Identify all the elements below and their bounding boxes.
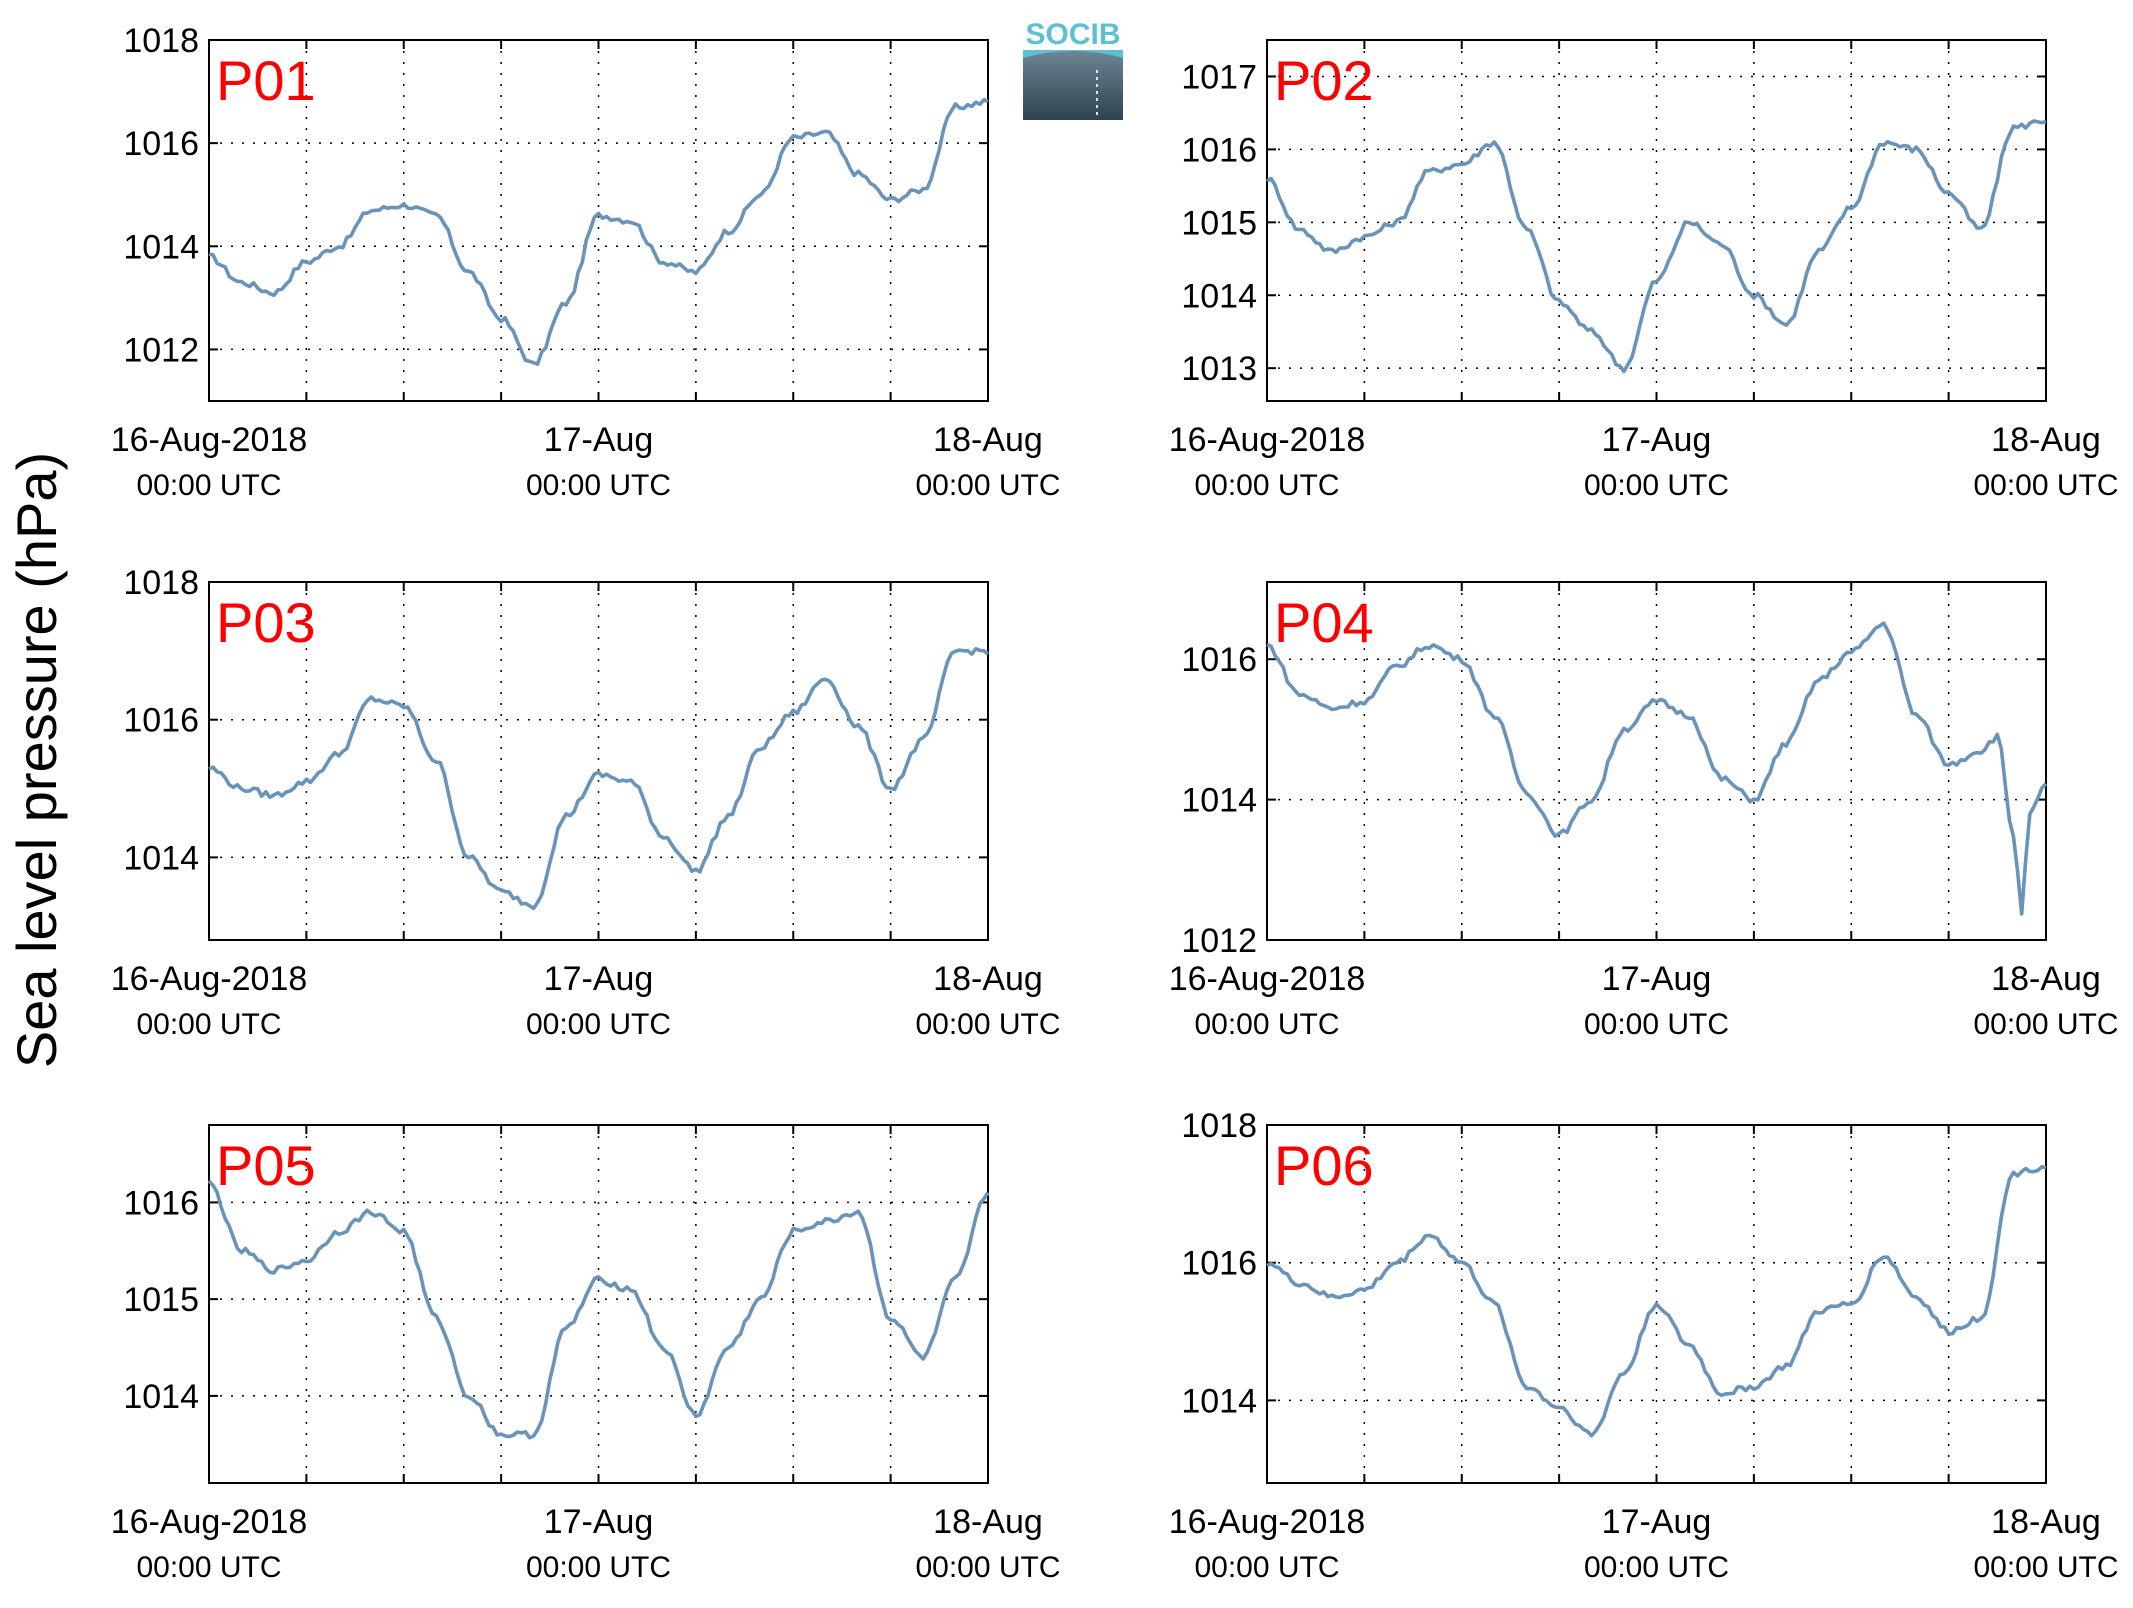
y-tick-label: 1014	[123, 228, 199, 266]
x-tick-label: 16-Aug-2018	[111, 1503, 308, 1541]
y-tick-label: 1018	[123, 22, 199, 60]
x-tick-label: 16-Aug-2018	[111, 421, 308, 459]
x-tick-label: 17-Aug	[1602, 421, 1712, 459]
y-tick-label: 1014	[123, 839, 199, 877]
panel-label: P02	[1274, 49, 1374, 112]
y-tick-label: 1012	[123, 331, 199, 369]
x-tick-sublabel: 00:00 UTC	[1194, 1551, 1339, 1584]
y-tick-label: 1016	[123, 702, 199, 740]
x-tick-label: 17-Aug	[1602, 960, 1712, 998]
logo-block	[1023, 50, 1123, 120]
panel-label: P06	[1274, 1134, 1374, 1197]
y-tick-label: 1013	[1181, 350, 1257, 388]
panels: 1012 1014 1016 1018 16-Aug-2018 00:00 UTC 17-A…	[111, 22, 2119, 1584]
logo-text: SOCIB	[1025, 18, 1120, 51]
x-tick-label: 18-Aug	[1991, 1503, 2101, 1541]
x-tick-label: 18-Aug	[933, 960, 1043, 998]
x-tick-sublabel: 00:00 UTC	[1584, 1008, 1729, 1041]
panel-p01: 1012 1014 1016 1018 16-Aug-2018 00:00 UTC 17-A…	[111, 22, 1061, 502]
y-tick-label: 1016	[1181, 641, 1257, 679]
x-tick-sublabel: 00:00 UTC	[1973, 1008, 2118, 1041]
x-tick-label: 17-Aug	[1602, 1503, 1712, 1541]
panel-label: P01	[216, 49, 316, 112]
x-tick-label: 16-Aug-2018	[1169, 960, 1366, 998]
panel-p04: 1012 1014 1016 16-Aug-2018 00:00 UTC 17-Aug 00…	[1169, 581, 2119, 1041]
panel-label: P05	[216, 1134, 316, 1197]
panel-p02: 1013 1014 1015 1016 1017 16-Aug-2018 00:00 UTC…	[1169, 39, 2119, 502]
x-tick-sublabel: 00:00 UTC	[136, 469, 281, 502]
x-tick-label: 17-Aug	[544, 1503, 654, 1541]
y-axis-label: Sea level pressure (hPa)	[5, 452, 68, 1068]
x-tick-label: 18-Aug	[933, 1503, 1043, 1541]
x-tick-label: 16-Aug-2018	[1169, 421, 1366, 459]
plot-frame	[1266, 581, 2047, 941]
panel-p05: 1014 1015 1016 16-Aug-2018 00:00 UTC 17-Aug 00…	[111, 1124, 1061, 1584]
x-tick-label: 17-Aug	[544, 960, 654, 998]
x-tick-sublabel: 00:00 UTC	[526, 469, 671, 502]
x-tick-label: 16-Aug-2018	[1169, 1503, 1366, 1541]
x-tick-sublabel: 00:00 UTC	[1584, 1551, 1729, 1584]
y-tick-label: 1015	[123, 1281, 199, 1319]
x-tick-sublabel: 00:00 UTC	[526, 1008, 671, 1041]
y-tick-label: 1018	[123, 564, 199, 602]
x-tick-sublabel: 00:00 UTC	[136, 1551, 281, 1584]
series-line-p05	[207, 1179, 990, 1440]
y-tick-label: 1014	[1181, 782, 1257, 820]
series-line-p02	[1266, 119, 2047, 374]
plot-frame	[208, 1124, 989, 1484]
y-tick-label: 1016	[123, 125, 199, 163]
x-tick-sublabel: 00:00 UTC	[915, 1008, 1060, 1041]
plot-frame	[208, 39, 989, 402]
series-line-p04	[1266, 621, 2048, 916]
panel-label: P03	[216, 591, 316, 654]
series-line-p06	[1266, 1165, 2047, 1438]
y-tick-label: 1014	[1181, 1382, 1257, 1420]
x-tick-label: 18-Aug	[1991, 421, 2101, 459]
x-tick-label: 18-Aug	[1991, 960, 2101, 998]
x-tick-sublabel: 00:00 UTC	[1973, 1551, 2118, 1584]
x-tick-label: 16-Aug-2018	[111, 960, 308, 998]
x-tick-sublabel: 00:00 UTC	[915, 1551, 1060, 1584]
x-tick-sublabel: 00:00 UTC	[1194, 1008, 1339, 1041]
x-tick-sublabel: 00:00 UTC	[136, 1008, 281, 1041]
y-tick-label: 1014	[123, 1378, 199, 1416]
x-tick-sublabel: 00:00 UTC	[526, 1551, 671, 1584]
y-tick-label: 1016	[1181, 1245, 1257, 1283]
plot-frame	[1266, 39, 2047, 402]
panel-p03: 1014 1016 1018 16-Aug-2018 00:00 UTC 17-Aug 00…	[111, 564, 1061, 1041]
y-tick-label: 1018	[1181, 1107, 1257, 1145]
y-tick-label: 1016	[1181, 131, 1257, 169]
y-tick-label: 1016	[123, 1184, 199, 1222]
logo-wave	[1023, 50, 1123, 58]
y-tick-label: 1012	[1181, 922, 1257, 960]
series-line-p03	[208, 647, 990, 911]
y-tick-label: 1014	[1181, 277, 1257, 315]
panel-p06: 1014 1016 1018 16-Aug-2018 00:00 UTC 17-Aug 00…	[1169, 1107, 2119, 1584]
x-tick-label: 18-Aug	[933, 421, 1043, 459]
x-tick-label: 17-Aug	[544, 421, 654, 459]
x-tick-sublabel: 00:00 UTC	[1194, 469, 1339, 502]
x-tick-sublabel: 00:00 UTC	[1584, 469, 1729, 502]
series-line-p01	[208, 98, 989, 366]
x-tick-sublabel: 00:00 UTC	[915, 469, 1060, 502]
panel-label: P04	[1274, 591, 1374, 654]
plot-frame	[208, 581, 989, 941]
y-tick-label: 1015	[1181, 204, 1257, 242]
socib-logo: SOCIB	[1023, 18, 1123, 120]
x-tick-sublabel: 00:00 UTC	[1973, 469, 2118, 502]
y-tick-label: 1017	[1181, 58, 1257, 96]
